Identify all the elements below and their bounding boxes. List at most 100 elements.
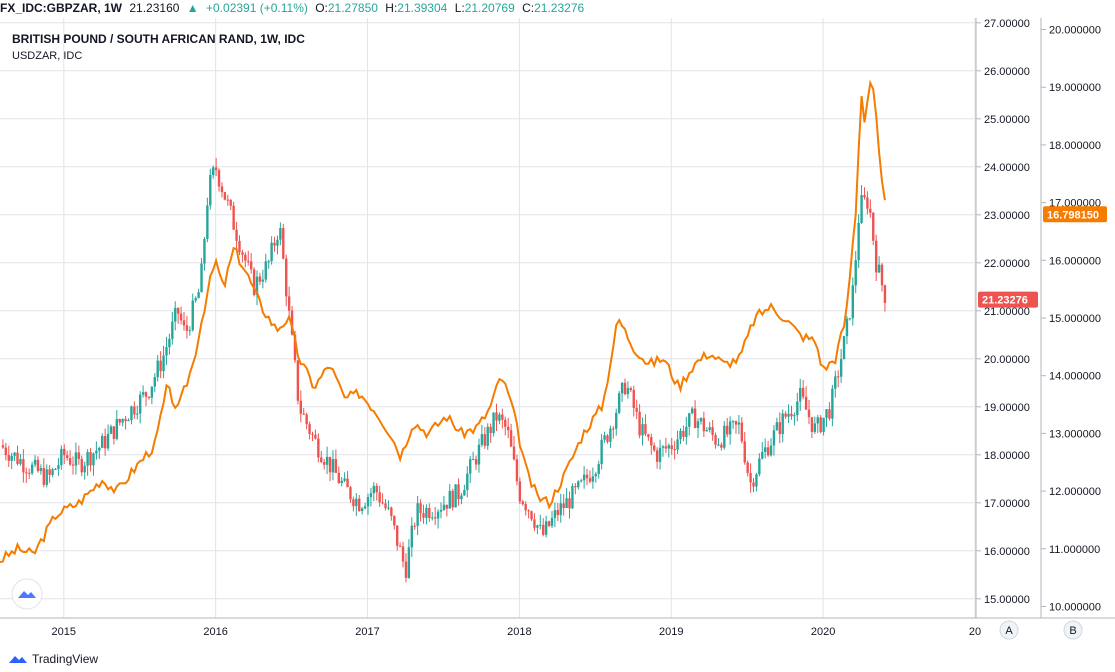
candle [635,399,638,420]
usdzar-tick-label: 12.000000 [1049,486,1101,498]
candle [241,249,244,263]
candle [439,502,443,519]
time-tick-label: 2019 [659,626,683,638]
candle [95,441,98,460]
candle [877,256,881,274]
candle [547,520,551,528]
tv-cloud-icon[interactable] [11,578,43,610]
candle [617,391,621,415]
time-axis[interactable]: 2015 2016 2017 2018 2019 2020 20 [52,626,982,638]
candle [171,311,174,345]
scale-b-button[interactable]: B [1063,620,1083,640]
candle [13,451,16,462]
gbpzar-tick-label: 27.00000 [984,18,1030,30]
candle [556,503,560,522]
candle [466,466,469,498]
candle [801,379,805,400]
candle [214,157,218,177]
candle [647,433,650,441]
scale-a-button[interactable]: A [999,620,1019,640]
candle [501,408,504,429]
symbol-label[interactable]: FX_IDC:GBPZAR, 1W [0,1,123,15]
candle [331,450,335,481]
candle [874,234,878,281]
candle [731,419,735,429]
candle [542,518,545,537]
candle [10,452,13,470]
candle [4,442,8,461]
candle [428,503,431,523]
candle [74,442,78,475]
candle [410,517,413,558]
candle [25,467,28,483]
candle [690,406,694,415]
candle [133,401,136,419]
candle [629,386,633,392]
candle [883,284,887,312]
candle [422,504,425,524]
candle [661,444,665,457]
candle [533,513,536,532]
candle [244,252,247,268]
gbpzar-tick-label: 21.00000 [984,306,1030,318]
candle [407,539,411,579]
candle [226,194,230,206]
candle [515,454,519,486]
candle [688,412,691,436]
candle [28,468,31,480]
candle [185,316,189,339]
candle [203,237,206,271]
candle [86,449,89,476]
candle [401,541,405,568]
candle [124,415,127,430]
candle [574,483,577,495]
price-chart[interactable]: 15.00000 16.00000 17.00000 18.00000 19.00000… [0,18,1115,650]
candle [860,184,863,224]
candle [863,187,866,200]
candle [71,456,75,475]
candle [766,440,770,457]
candle [509,423,513,448]
tradingview-brand[interactable]: TradingView [8,652,98,666]
candle [174,301,177,331]
candle [381,493,384,505]
legend-main-series[interactable]: BRITISH POUND / SOUTH AFRICAN RAND, 1W, … [12,32,305,46]
candle [799,378,802,411]
candle [682,425,685,442]
candle [308,421,311,440]
candle [188,326,192,336]
candle [285,254,288,307]
candle [212,165,215,179]
candle [498,412,501,425]
candle [796,392,799,422]
candle [699,417,703,425]
candle [553,502,557,528]
candle [524,501,527,516]
candle [597,460,600,479]
candle [255,270,259,306]
candle [495,403,498,432]
candle [839,349,843,383]
candle [54,468,57,470]
gbpzar-axis[interactable]: 15.00000 16.00000 17.00000 18.00000 19.00000… [976,18,1030,606]
candle [340,476,343,487]
gbpzar-tick-label: 24.00000 [984,162,1030,174]
candle [209,168,212,210]
candle [372,482,376,502]
gbpzar-tick-label: 23.00000 [984,210,1030,222]
candle [761,442,764,460]
gbpzar-tick-label: 18.00000 [984,450,1030,462]
candle [279,222,282,246]
candle [317,433,320,463]
candle [445,504,449,517]
candle [436,509,440,529]
candle [334,449,338,474]
usdzar-axis[interactable]: 10.000000 11.000000 12.000000 13.000000 14.0… [1041,25,1101,614]
candle [813,416,817,434]
candle [325,446,329,475]
candle [579,478,583,483]
candle [36,456,40,473]
legend-overlay-series[interactable]: USDZAR, IDC [12,50,82,62]
candle [609,425,612,449]
candle [80,455,83,477]
